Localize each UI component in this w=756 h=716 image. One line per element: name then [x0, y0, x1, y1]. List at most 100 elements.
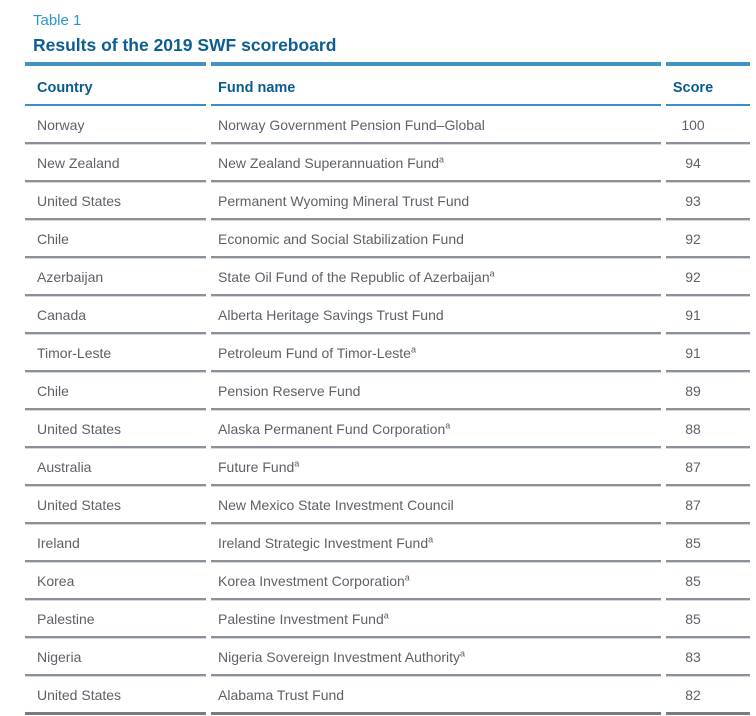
table-label: Table 1: [33, 12, 82, 29]
table-row: Nigeria Nigeria Sovereign Investment Aut…: [25, 638, 750, 676]
fund-name: Palestine Investment Fund: [218, 611, 384, 627]
fund-cell: New Zealand Superannuation Funda: [211, 144, 661, 182]
fund-name: Alabama Trust Fund: [218, 687, 345, 703]
country-cell: Chile: [25, 372, 206, 410]
fund-cell: State Oil Fund of the Republic of Azerba…: [211, 258, 661, 296]
score-cell: 92: [666, 258, 750, 296]
fund-cell: Norway Government Pension Fund–Global: [211, 106, 661, 144]
score-cell: 100: [666, 106, 750, 144]
fund-name: Permanent Wyoming Mineral Trust Fund: [218, 193, 470, 209]
fund-name: Nigeria Sovereign Investment Authority: [218, 649, 461, 665]
footnote-marker: a: [439, 154, 445, 165]
header-row: Country Fund name Score: [25, 62, 750, 106]
footnote-marker: a: [410, 344, 416, 355]
footnote-marker: a: [294, 458, 300, 469]
footnote-marker: a: [428, 534, 434, 545]
score-cell: 91: [666, 296, 750, 334]
fund-cell: Petroleum Fund of Timor-Lestea: [211, 334, 661, 372]
country-cell: United States: [25, 182, 206, 220]
fund-name: Norway Government Pension Fund–Global: [218, 117, 485, 133]
score-cell: 91: [666, 334, 750, 372]
fund-name: Alberta Heritage Savings Trust Fund: [218, 307, 444, 323]
fund-name: New Zealand Superannuation Fund: [218, 155, 440, 171]
fund-cell: Korea Investment Corporationa: [211, 562, 661, 600]
footnote-marker: a: [383, 610, 389, 621]
country-cell: Chile: [25, 220, 206, 258]
fund-name: Korea Investment Corporation: [218, 573, 405, 589]
table-row: Canada Alberta Heritage Savings Trust Fu…: [25, 296, 750, 334]
page-title: Results of the 2019 SWF scoreboard: [33, 35, 337, 55]
score-cell: 82: [666, 676, 750, 715]
swf-scoreboard-table: Country Fund name Score Norway Norway Go…: [20, 62, 755, 715]
score-cell: 89: [666, 372, 750, 410]
fund-name: Alaska Permanent Fund Corporation: [218, 421, 446, 437]
country-cell: Canada: [25, 296, 206, 334]
score-cell: 92: [666, 220, 750, 258]
score-cell: 85: [666, 562, 750, 600]
footnote-marker: a: [489, 268, 495, 279]
table-row: New Zealand New Zealand Superannuation F…: [25, 144, 750, 182]
fund-cell: Permanent Wyoming Mineral Trust Fund: [211, 182, 661, 220]
table-row: Chile Pension Reserve Fund 89: [25, 372, 750, 410]
table-row: Palestine Palestine Investment Funda 85: [25, 600, 750, 638]
table-row: Korea Korea Investment Corporationa 85: [25, 562, 750, 600]
column-header-country: Country: [25, 62, 206, 106]
fund-cell: Nigeria Sovereign Investment Authoritya: [211, 638, 661, 676]
table-row: United States Alabama Trust Fund 82: [25, 676, 750, 715]
table-row: Australia Future Funda 87: [25, 448, 750, 486]
fund-name: State Oil Fund of the Republic of Azerba…: [218, 269, 490, 285]
table-row: Chile Economic and Social Stabilization …: [25, 220, 750, 258]
score-cell: 87: [666, 486, 750, 524]
score-cell: 94: [666, 144, 750, 182]
country-cell: Timor-Leste: [25, 334, 206, 372]
fund-cell: Future Funda: [211, 448, 661, 486]
fund-name: Economic and Social Stabilization Fund: [218, 231, 464, 247]
table-row: Norway Norway Government Pension Fund–Gl…: [25, 106, 750, 144]
table-row: Ireland Ireland Strategic Investment Fun…: [25, 524, 750, 562]
fund-cell: Economic and Social Stabilization Fund: [211, 220, 661, 258]
country-cell: New Zealand: [25, 144, 206, 182]
score-cell: 88: [666, 410, 750, 448]
fund-name: Ireland Strategic Investment Fund: [218, 535, 429, 551]
score-cell: 85: [666, 600, 750, 638]
score-cell: 83: [666, 638, 750, 676]
score-cell: 85: [666, 524, 750, 562]
fund-cell: Alaska Permanent Fund Corporationa: [211, 410, 661, 448]
table-row: United States Permanent Wyoming Mineral …: [25, 182, 750, 220]
fund-name: Pension Reserve Fund: [218, 383, 361, 399]
fund-name: Future Fund: [218, 459, 295, 475]
footnote-marker: a: [445, 420, 451, 431]
fund-cell: Alberta Heritage Savings Trust Fund: [211, 296, 661, 334]
country-cell: Norway: [25, 106, 206, 144]
country-cell: Palestine: [25, 600, 206, 638]
country-cell: Ireland: [25, 524, 206, 562]
country-cell: Korea: [25, 562, 206, 600]
title-block: Table 1 Results of the 2019 SWF scoreboa…: [33, 12, 756, 55]
table-header: Country Fund name Score: [25, 62, 750, 106]
table-row: United States Alaska Permanent Fund Corp…: [25, 410, 750, 448]
score-cell: 87: [666, 448, 750, 486]
footnote-marker: a: [404, 572, 410, 583]
country-cell: Azerbaijan: [25, 258, 206, 296]
footnote-marker: a: [460, 648, 466, 659]
score-cell: 93: [666, 182, 750, 220]
fund-name: New Mexico State Investment Council: [218, 497, 454, 513]
country-cell: United States: [25, 676, 206, 715]
fund-cell: Alabama Trust Fund: [211, 676, 661, 715]
column-header-score: Score: [666, 62, 750, 106]
fund-cell: New Mexico State Investment Council: [211, 486, 661, 524]
fund-cell: Palestine Investment Funda: [211, 600, 661, 638]
country-cell: United States: [25, 486, 206, 524]
country-cell: Nigeria: [25, 638, 206, 676]
fund-name: Petroleum Fund of Timor-Leste: [218, 345, 411, 361]
country-cell: Australia: [25, 448, 206, 486]
table-body: Norway Norway Government Pension Fund–Gl…: [25, 106, 750, 715]
table-row: Timor-Leste Petroleum Fund of Timor-Lest…: [25, 334, 750, 372]
fund-cell: Ireland Strategic Investment Funda: [211, 524, 661, 562]
column-header-fund: Fund name: [211, 62, 661, 106]
fund-cell: Pension Reserve Fund: [211, 372, 661, 410]
table-row: Azerbaijan State Oil Fund of the Republi…: [25, 258, 750, 296]
country-cell: United States: [25, 410, 206, 448]
table-row: United States New Mexico State Investmen…: [25, 486, 750, 524]
